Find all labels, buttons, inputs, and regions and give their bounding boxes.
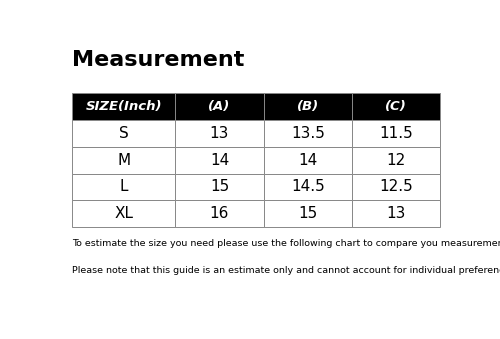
Bar — [352, 174, 440, 200]
Bar — [264, 174, 352, 200]
Bar — [176, 200, 264, 227]
Bar — [264, 93, 352, 120]
Bar — [176, 147, 264, 174]
Text: 12.5: 12.5 — [380, 179, 413, 195]
Bar — [264, 147, 352, 174]
Bar — [176, 93, 264, 120]
Text: (B): (B) — [296, 100, 319, 113]
Text: 12: 12 — [386, 153, 406, 167]
Bar — [72, 93, 176, 120]
Text: L: L — [120, 179, 128, 195]
Bar — [264, 120, 352, 147]
Text: (C): (C) — [386, 100, 407, 113]
Text: XL: XL — [114, 206, 133, 221]
Text: To estimate the size you need please use the following chart to compare you meas: To estimate the size you need please use… — [72, 239, 500, 248]
Text: 13: 13 — [210, 126, 229, 141]
Text: S: S — [119, 126, 128, 141]
Bar — [72, 147, 176, 174]
Bar — [176, 174, 264, 200]
Bar — [72, 200, 176, 227]
Bar — [72, 120, 176, 147]
Text: 16: 16 — [210, 206, 229, 221]
Text: Measurement: Measurement — [72, 50, 244, 70]
Bar — [352, 147, 440, 174]
Text: SIZE(Inch): SIZE(Inch) — [86, 100, 162, 113]
Bar — [176, 120, 264, 147]
Bar — [352, 93, 440, 120]
Bar — [264, 200, 352, 227]
Bar — [352, 120, 440, 147]
Text: 13: 13 — [386, 206, 406, 221]
Text: 14.5: 14.5 — [291, 179, 324, 195]
Text: M: M — [117, 153, 130, 167]
Text: (A): (A) — [208, 100, 231, 113]
Text: 15: 15 — [298, 206, 318, 221]
Text: 14: 14 — [298, 153, 318, 167]
Text: 14: 14 — [210, 153, 229, 167]
Text: 13.5: 13.5 — [291, 126, 324, 141]
Text: 15: 15 — [210, 179, 229, 195]
Text: 11.5: 11.5 — [380, 126, 413, 141]
Bar — [352, 200, 440, 227]
Text: Please note that this guide is an estimate only and cannot account for individua: Please note that this guide is an estima… — [72, 266, 500, 276]
Bar — [72, 174, 176, 200]
